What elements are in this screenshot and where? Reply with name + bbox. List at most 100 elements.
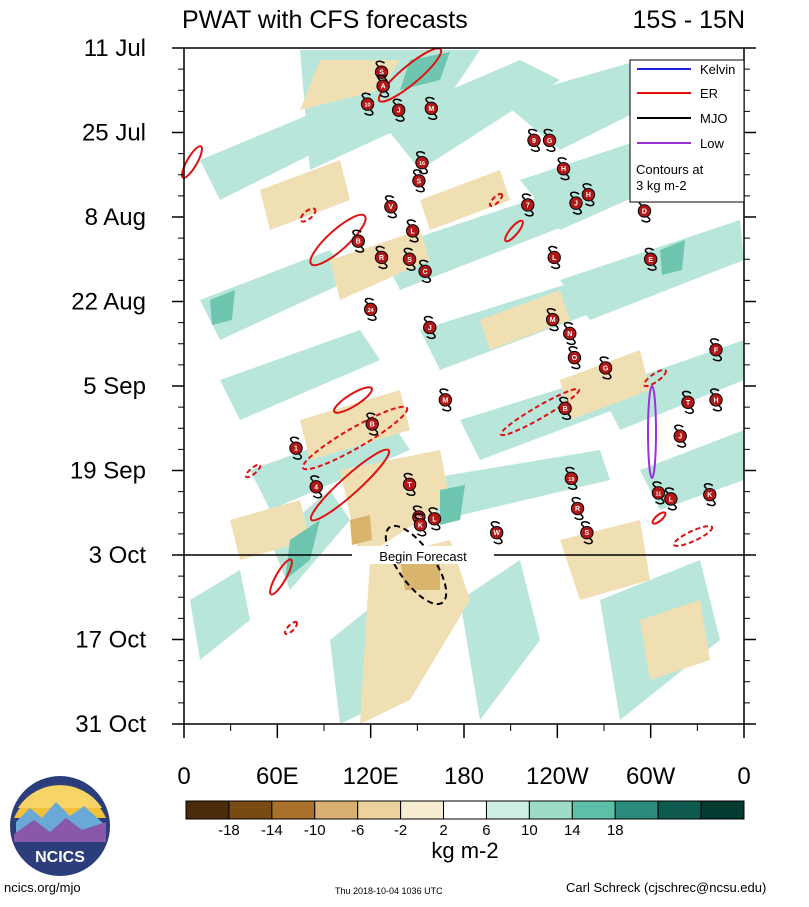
colorbar-swatch <box>228 800 273 820</box>
colorbar-tick-label: 10 <box>521 822 538 839</box>
cyclone-label: K <box>418 522 423 529</box>
logo-text: NCICS <box>35 849 85 866</box>
cyclone-swirl-bottom <box>570 363 581 370</box>
cyclone-dot <box>558 401 572 416</box>
cyclone-label: S <box>379 70 384 77</box>
colorbar-units: kg m-2 <box>431 838 498 863</box>
cyclone-marker: H <box>581 183 596 207</box>
cyclone-dot <box>376 79 390 93</box>
cyclone-swirl-bottom <box>647 264 657 271</box>
x-tick-label: 120E <box>343 763 399 790</box>
cyclone-dot <box>580 525 594 540</box>
cyclone-marker: J <box>423 315 437 340</box>
cyclone-dot <box>363 302 378 317</box>
cyclone-dot <box>402 252 417 266</box>
legend-label-er: ER <box>700 86 718 101</box>
chart-region: 15S - 15N <box>632 6 745 34</box>
cyclone-swirl-bottom <box>712 355 723 362</box>
low-contour <box>647 385 657 479</box>
cyclone-label: G <box>547 138 553 145</box>
cyclone-swirl-bottom <box>560 174 570 181</box>
colorbar-tick-label: 6 <box>482 822 490 839</box>
cyclone-marker: L <box>547 245 561 270</box>
colorbar-tick-label: -10 <box>304 822 326 839</box>
cyclone-marker: 19 <box>564 466 579 490</box>
cyclone-label: F <box>714 347 719 354</box>
cyclone-marker: 16 <box>415 151 429 175</box>
colorbar-swatch <box>657 800 702 820</box>
cyclone-label: H <box>713 397 718 404</box>
cyclone-marker: J <box>673 424 687 448</box>
cyclone-dot <box>709 393 723 407</box>
cyclone-swirl-bottom <box>546 145 556 152</box>
cyclone-swirl-top <box>521 193 532 200</box>
footer-author: Carl Schreck (cjschrec@ncsu.edu) <box>566 880 767 895</box>
cyclone-marker: G <box>598 356 613 380</box>
cyclone-swirl-bottom <box>415 186 425 193</box>
cyclone-swirl-top <box>580 521 591 528</box>
cyclone-swirl-top <box>310 475 320 482</box>
cyclone-marker: L <box>664 487 678 511</box>
colorbar-swatch <box>185 800 230 820</box>
cyclone-marker: S <box>580 521 594 545</box>
cyclone-swirl-bottom <box>712 405 723 412</box>
cyclone-marker: B <box>365 412 379 436</box>
colorbar-tick-label: 18 <box>607 822 624 839</box>
cyclone-dot <box>415 155 429 170</box>
cyclone-dot <box>643 252 658 266</box>
cyclone-swirl-bottom <box>493 538 503 545</box>
cyclone-marker: B <box>351 229 365 253</box>
colorbar-tick-label: -18 <box>218 822 240 839</box>
cyclone-dot <box>374 250 389 265</box>
er-forecast-contours <box>244 192 714 636</box>
strong-moist-anomalies <box>210 52 685 580</box>
cyclone-label: 11 <box>656 491 662 497</box>
cyclone-swirl-bottom <box>549 324 559 332</box>
colorbar-swatch <box>357 800 402 820</box>
cyclone-swirl-top <box>419 259 429 266</box>
cyclone-marker: W <box>489 521 504 545</box>
cyclone-marker: R <box>570 496 585 521</box>
cyclone-swirl-bottom <box>530 145 541 152</box>
cyclone-swirl-top <box>377 74 387 81</box>
cyclone-marker: F <box>709 338 723 362</box>
cyclone-swirl-top <box>599 356 610 363</box>
footer-url[interactable]: ncics.org/mjo <box>4 880 81 895</box>
cyclone-swirl-top <box>423 315 434 323</box>
cyclone-swirl-top <box>548 245 558 253</box>
cyclone-swirl-bottom <box>395 115 405 122</box>
cyclone-swirl-top <box>582 183 592 190</box>
cyclone-dot <box>598 361 613 375</box>
cyclone-dot <box>402 477 417 492</box>
cyclone-marker: T <box>402 472 417 496</box>
cyclone-swirl-bottom <box>676 441 687 448</box>
cyclone-marker: 7 <box>521 193 535 217</box>
cyclone-dot <box>418 264 432 279</box>
cyclone-label: V <box>389 204 394 211</box>
cyclone-dot <box>673 429 687 443</box>
cyclone-marker: 11 <box>651 481 666 505</box>
x-tick-label: 60W <box>626 763 676 790</box>
cyclone-swirl-bottom <box>602 373 612 380</box>
cyclone-label: L <box>669 496 674 503</box>
cyclone-label: 19 <box>568 477 574 483</box>
cyclone-dot <box>405 224 420 238</box>
cyclone-swirl-top <box>439 388 449 395</box>
cyclone-swirl-bottom <box>441 405 452 412</box>
cyclone-swirl-top <box>375 245 386 253</box>
cyclone-dot <box>545 312 560 327</box>
cyclone-dot <box>581 187 596 202</box>
x-tick-label: 60E <box>256 763 299 790</box>
cyclone-label: J <box>678 434 682 441</box>
cyclone-label: W <box>493 530 500 537</box>
cyclone-swirl-top <box>415 151 426 158</box>
chart-title: PWAT with CFS forecasts <box>182 6 468 34</box>
cyclone-swirl-bottom <box>421 276 432 283</box>
cyclone-label: T <box>407 482 412 489</box>
y-axis: 11 Jul 25 Jul 8 Aug 22 Aug 5 Sep 19 Sep 3 Oct 1… <box>70 35 756 738</box>
cyclone-label: J <box>574 201 578 208</box>
cyclone-swirl-top <box>392 98 403 105</box>
cyclone-dot <box>527 133 541 148</box>
colorbar: -18 -14 -10 -6 -2 2 6 10 14 18 <box>185 800 745 839</box>
